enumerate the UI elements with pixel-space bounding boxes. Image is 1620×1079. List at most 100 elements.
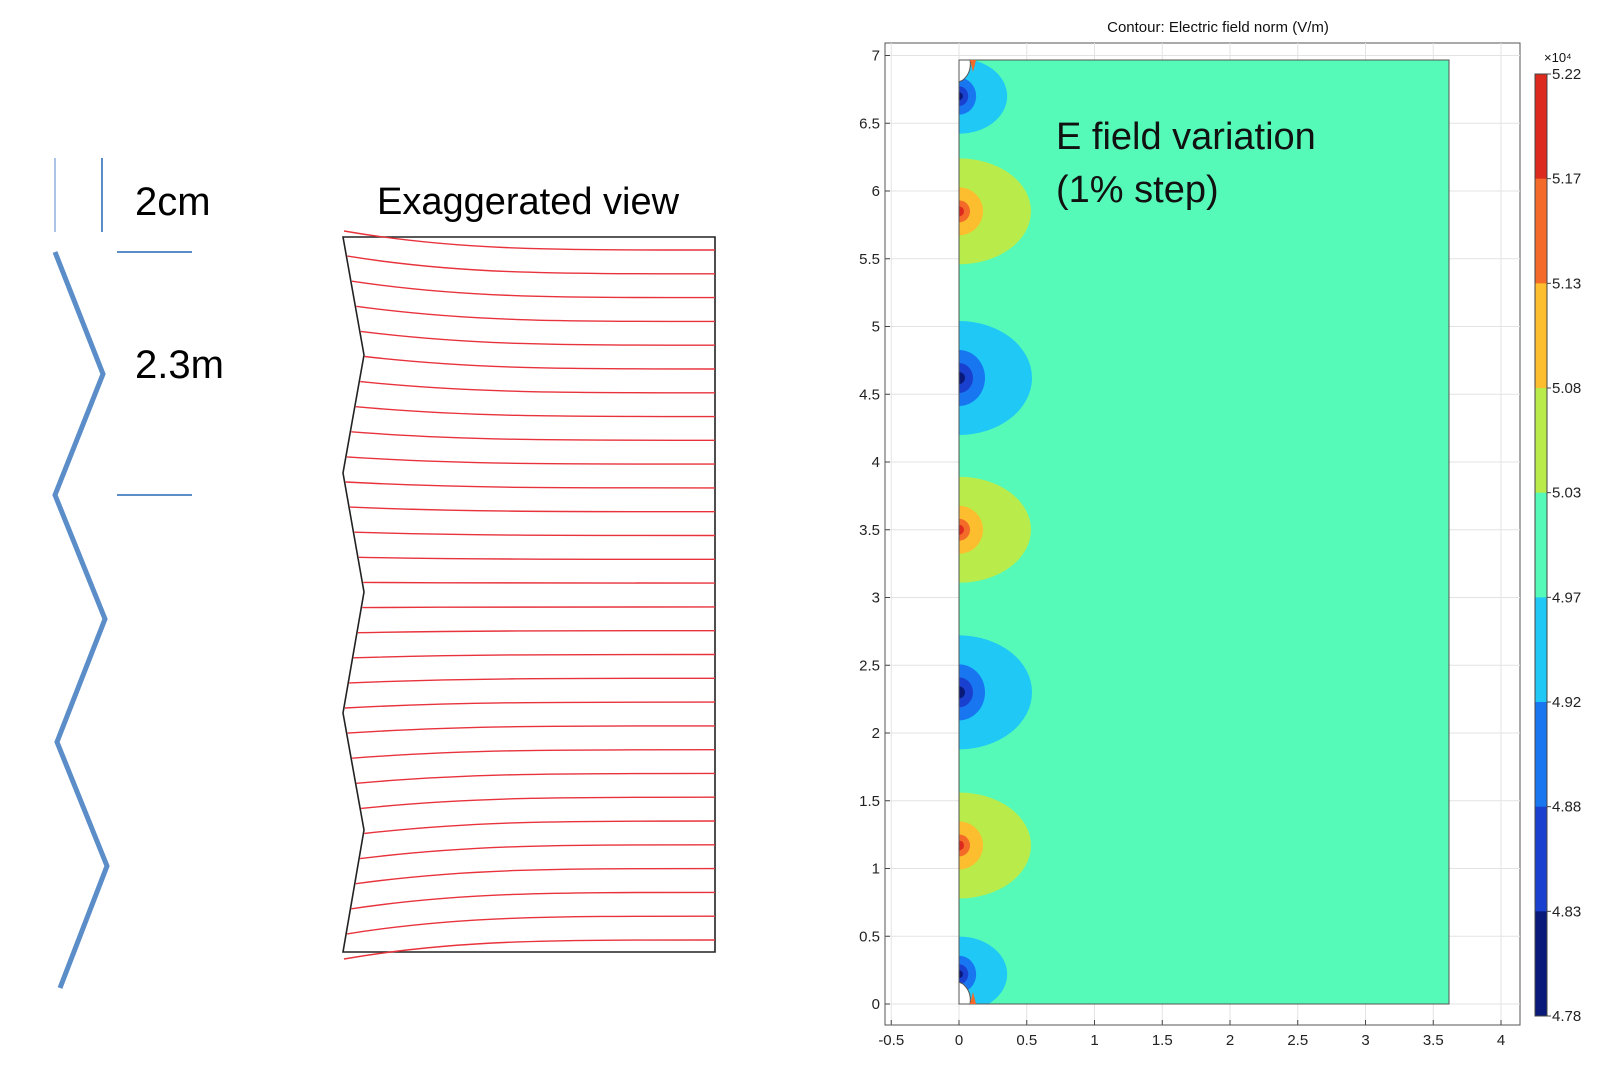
- field-line: [349, 506, 716, 513]
- colorbar-segment: [1535, 911, 1547, 1017]
- colorbar-label: 4.92: [1552, 694, 1581, 711]
- y-tick-label: 3.5: [859, 522, 880, 539]
- field-line: [362, 606, 716, 609]
- field-line: [361, 796, 716, 810]
- y-tick-label: 6: [872, 183, 880, 200]
- high-field-contour: [959, 158, 1031, 265]
- field-domain: [959, 60, 1449, 1004]
- colorbar-segment: [1535, 492, 1547, 598]
- field-line: [356, 772, 716, 784]
- field-line: [353, 653, 716, 659]
- low-field-contour: [959, 362, 973, 393]
- colorbar-segment: [1535, 178, 1547, 284]
- field-line: [355, 867, 716, 885]
- y-axis: 0 0.5 1 1.5 2 2.5 3 3.5 4 4.5 5 5.5 6 6.5 7: [859, 48, 890, 1013]
- colorbar-labels: 5.22 5.17 5.13 5.08 5.03 4.97 4.92 4.88 4.83 4.78: [1547, 66, 1581, 1025]
- x-tick-label: 0.5: [1016, 1032, 1037, 1049]
- high-field-contour: [959, 518, 970, 541]
- y-tick-label: 1.5: [859, 793, 880, 810]
- colorbar-segment: [1535, 74, 1547, 180]
- y-tick-label: 1: [872, 861, 880, 878]
- x-tick-label: 3.5: [1423, 1032, 1444, 1049]
- field-line: [343, 230, 716, 251]
- field-line: [355, 406, 716, 418]
- exaggerated-view-title: Exaggerated view: [377, 181, 680, 223]
- high-field-contour: [959, 206, 964, 217]
- electrode-tip-top: [970, 60, 976, 72]
- colorbar-label: 4.78: [1552, 1008, 1581, 1025]
- corner-electrode-top: [958, 59, 976, 83]
- contour-plot: Contour: Electric field norm (V/m) -0.5 0…: [859, 19, 1581, 1049]
- field-line: [347, 725, 716, 734]
- high-field-contour: [959, 524, 964, 535]
- low-field-contour: [959, 970, 963, 979]
- y-tick-label: 5: [872, 319, 880, 336]
- field-line: [357, 630, 716, 634]
- label-2-3m: 2.3m: [135, 343, 224, 387]
- field-domain-border: [958, 59, 1450, 1005]
- y-tick-label: 4.5: [859, 386, 880, 403]
- field-line: [346, 915, 716, 935]
- high-field-contour: [959, 187, 983, 236]
- field-line: [352, 749, 716, 759]
- colorbar-label: 5.22: [1552, 66, 1581, 83]
- x-tick-label: 2.5: [1287, 1032, 1308, 1049]
- colorbar-segment: [1535, 388, 1547, 494]
- low-field-contour: [959, 92, 963, 101]
- colorbar-segment: [1535, 283, 1547, 389]
- y-tick-label: 0.5: [859, 928, 880, 945]
- field-line: [345, 481, 716, 489]
- field-line: [351, 280, 716, 299]
- field-line: [358, 556, 716, 560]
- colorbar-segment: [1535, 597, 1547, 703]
- y-tick-label: 5.5: [859, 251, 880, 268]
- colorbar-segment: [1535, 806, 1547, 912]
- colorbar-label: 5.08: [1552, 380, 1581, 397]
- field-line: [360, 844, 716, 860]
- y-tick-label: 7: [872, 48, 880, 65]
- colorbar-label: 5.13: [1552, 275, 1581, 292]
- low-field-contour: [959, 964, 969, 985]
- contour-title: Contour: Electric field norm (V/m): [1107, 19, 1329, 36]
- y-tick-label: 0: [872, 996, 880, 1013]
- y-tick-label: 2.5: [859, 657, 880, 674]
- x-axis: -0.5 0 0.5 1 1.5 2 2.5 3 3.5 4: [878, 1020, 1505, 1049]
- y-tick-label: 4: [872, 454, 880, 471]
- electrode-notch-top: [958, 59, 971, 83]
- field-line: [360, 380, 716, 394]
- high-field-contour: [959, 840, 964, 851]
- colorbar-frame: [1534, 73, 1548, 1017]
- high-field-contour: [959, 505, 983, 554]
- annotation-line-1: E field variation: [1056, 116, 1316, 158]
- low-field-contour: [959, 60, 1008, 134]
- zigzag-panel: 2cm 2.3m: [52, 158, 224, 989]
- colorbar-segment: [1535, 702, 1547, 808]
- low-field-contour: [959, 677, 973, 708]
- x-tick-label: 3: [1361, 1032, 1369, 1049]
- x-tick-label: 0: [955, 1032, 963, 1049]
- field-line: [351, 431, 716, 441]
- field-line: [360, 330, 716, 346]
- label-2cm: 2cm: [135, 180, 211, 224]
- high-field-contour: [959, 821, 983, 870]
- field-line: [354, 531, 716, 537]
- annotation-line-2: (1% step): [1056, 169, 1219, 211]
- low-field-contour: [959, 86, 969, 107]
- exaggerated-outline: [342, 236, 716, 953]
- field-line: [364, 820, 716, 835]
- field-line: [344, 701, 716, 709]
- low-field-contour: [959, 371, 965, 384]
- high-field-contour: [959, 834, 970, 857]
- colorbar: ×10⁴ 5.22 5.17 5.13 5.08 5.03 4.97 4.92 4.88 4.8…: [1534, 50, 1581, 1025]
- x-tick-label: 2: [1226, 1032, 1234, 1049]
- y-tick-label: 3: [872, 590, 880, 607]
- colorbar-exponent: ×10⁴: [1544, 50, 1572, 65]
- colorbar-label: 4.83: [1552, 903, 1581, 920]
- field-line: [349, 677, 716, 684]
- field-line: [347, 255, 716, 275]
- electrode-notch-bottom: [958, 981, 971, 1005]
- high-field-contour: [959, 200, 970, 223]
- x-tick-label: 1.5: [1152, 1032, 1173, 1049]
- colorbar-segments: [1534, 73, 1548, 1017]
